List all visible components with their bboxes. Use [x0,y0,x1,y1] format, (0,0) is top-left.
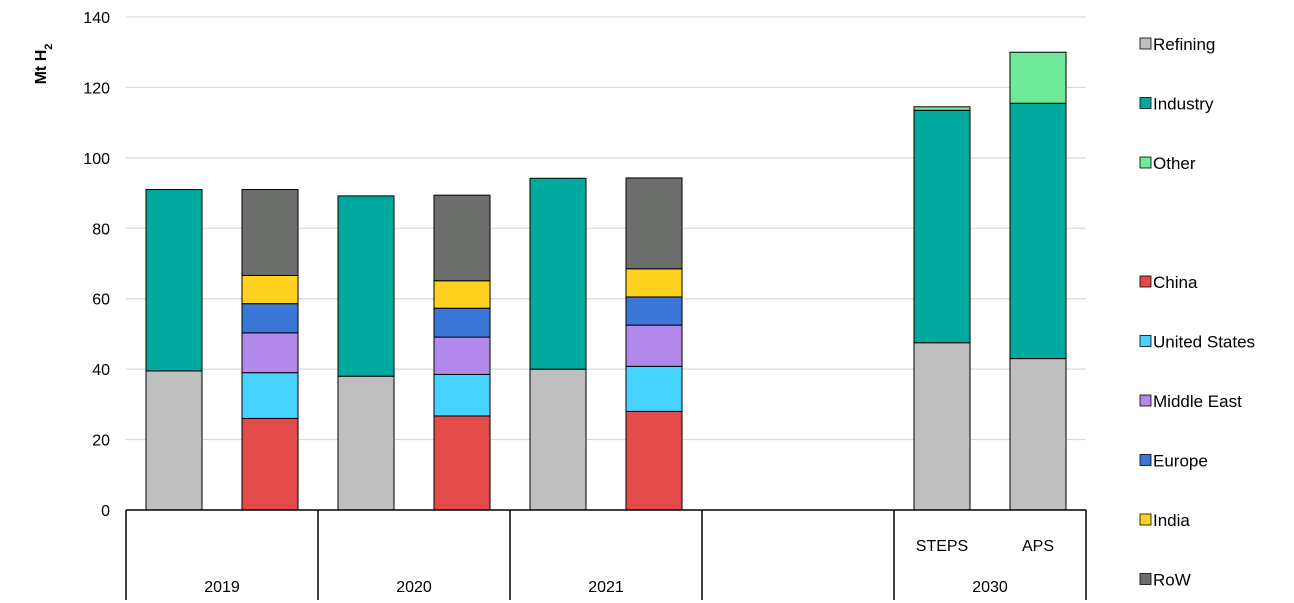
category-label: 2019 [204,579,240,596]
bar-segment-china [433,415,491,511]
bar-segment-united-states [433,373,491,417]
y-tick-label: 100 [83,151,110,168]
bar-label: STEPS [916,538,968,555]
bar-segment-india [625,268,683,298]
bar-label: APS [1022,538,1054,555]
legend-swatch [1139,97,1152,109]
bar-2030-aps [1009,51,1067,511]
bar-segment-europe [625,296,683,326]
bar-segment-china [625,410,683,511]
legend-label: Europe [1153,452,1208,471]
y-tick-label: 140 [83,10,110,27]
bar-segment-refining [1009,358,1067,511]
category-label: 2030 [972,579,1008,596]
bar-segment-middle-east [625,324,683,367]
bar-2030-steps [913,106,971,511]
legend-swatch [1139,573,1152,585]
bar-segment-other [1009,51,1067,104]
bar-segment-middle-east [433,336,491,375]
bar-segment-row [625,177,683,270]
y-tick-label: 120 [83,80,110,97]
bar-segment-europe [241,303,299,334]
category-label: 2020 [396,579,432,596]
legend: Refining Industry Other China United States M… [1139,35,1255,590]
legend-swatch [1139,275,1152,288]
bar-2019-sector [145,189,203,511]
bar-2021-region [625,177,683,511]
bar-2020-region [433,194,491,511]
legend-label: Other [1153,154,1196,173]
bar-segment-middle-east [241,332,299,374]
bar-segment-industry [337,195,395,377]
y-tick-label: 20 [92,433,110,450]
legend-swatch [1139,454,1152,466]
bar-segment-refining [913,342,971,511]
bar-segment-industry [913,109,971,344]
y-tick-label: 80 [92,221,110,238]
legend-label: China [1153,273,1198,292]
bar-segment-industry [1009,102,1067,360]
legend-label: RoW [1153,571,1191,590]
y-axis-title-main: Mt H [33,50,50,85]
bar-2019-region [241,189,299,511]
bar-segment-india [433,280,491,309]
legend-label: United States [1153,333,1255,352]
legend-label: India [1153,511,1190,530]
bar-segment-industry [145,189,203,372]
legend-label: Industry [1153,95,1214,114]
bar-segment-refining [145,370,203,511]
y-tick-label: 40 [92,362,110,379]
legend-label: Refining [1153,35,1215,54]
bar-segment-row [241,189,299,276]
legend-swatch [1139,335,1152,347]
bars [145,51,1067,511]
legend-label: Middle East [1153,392,1242,411]
y-axis-title-subscript: 2 [43,44,55,50]
category-label: 2021 [588,579,624,596]
bar-segment-china [241,417,299,511]
legend-swatch [1139,394,1152,407]
bar-segment-refining [529,368,587,511]
bar-segment-united-states [241,372,299,419]
bar-segment-india [241,274,299,305]
y-axis-title: Mt H2 [33,44,55,85]
bar-segment-row [433,194,491,282]
y-tick-label: 60 [92,292,110,309]
bar-segment-europe [433,307,491,338]
category-axis: 2019 2020 2021 2030 STEPS APS [125,509,1087,600]
bar-segment-industry [529,177,587,370]
y-axis: Mt H2 0 20 40 60 80 100 120 140 [33,10,110,520]
legend-swatch [1139,156,1152,169]
bar-segment-refining [337,375,395,511]
bar-segment-united-states [625,365,683,412]
bar-segment-other [913,106,971,111]
legend-swatch [1139,37,1152,50]
bar-2021-sector [529,177,587,511]
bar-2020-sector [337,195,395,511]
legend-swatch [1139,513,1152,526]
y-tick-label: 0 [101,503,110,520]
